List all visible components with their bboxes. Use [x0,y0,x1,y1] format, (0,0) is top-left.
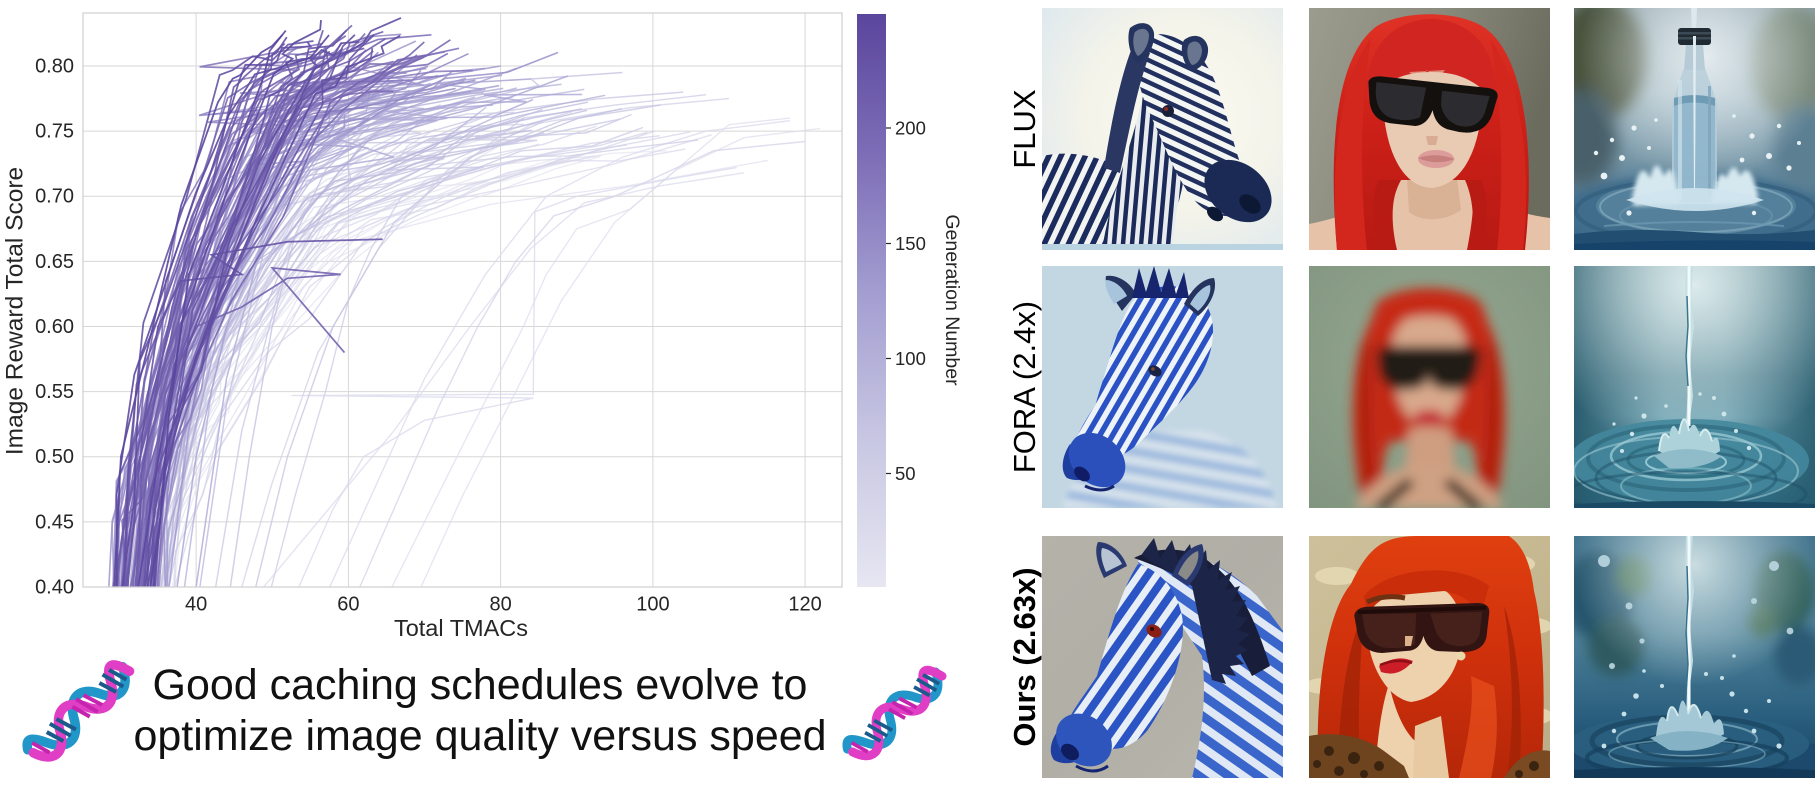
svg-text:0.60: 0.60 [35,316,74,338]
svg-text:0.75: 0.75 [35,121,74,143]
svg-text:60: 60 [337,594,359,616]
svg-text:0.80: 0.80 [35,56,74,78]
svg-text:0.65: 0.65 [35,251,74,273]
svg-text:0.45: 0.45 [35,511,74,533]
svg-text:0.50: 0.50 [35,446,74,468]
svg-text:Generation Number: Generation Number [941,214,963,386]
svg-text:150: 150 [895,233,926,254]
svg-text:0.70: 0.70 [35,186,74,208]
svg-text:200: 200 [895,118,926,139]
svg-text:Image Reward Total Score: Image Reward Total Score [2,167,29,455]
svg-text:80: 80 [489,594,511,616]
svg-text:0.40: 0.40 [35,577,74,599]
svg-text:120: 120 [788,594,821,616]
svg-text:100: 100 [895,348,926,369]
svg-text:0.55: 0.55 [35,381,74,403]
svg-text:100: 100 [636,594,669,616]
svg-text:40: 40 [185,594,207,616]
svg-text:Total TMACs: Total TMACs [394,615,528,641]
svg-text:50: 50 [895,463,916,484]
